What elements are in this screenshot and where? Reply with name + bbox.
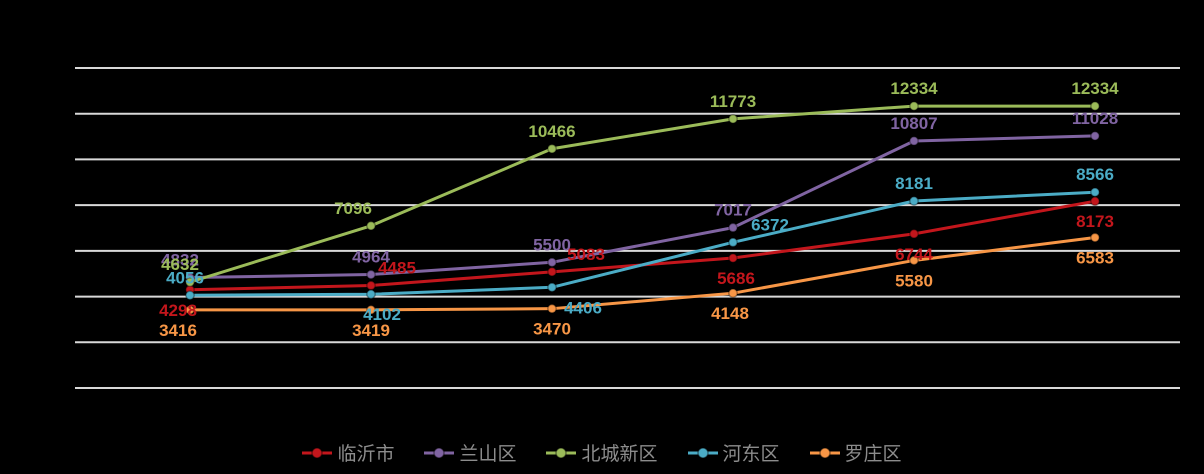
legend-marker-icon <box>424 446 455 459</box>
series-path <box>188 134 1097 280</box>
value-label: 8566 <box>1076 165 1114 184</box>
data-point-marker <box>547 282 557 293</box>
value-label: 5083 <box>567 245 605 264</box>
series-line-河东区 <box>185 187 1100 301</box>
series-path <box>188 236 1097 312</box>
value-label: 4056 <box>166 268 204 287</box>
value-label: 11773 <box>710 92 756 111</box>
series-path <box>188 104 1097 284</box>
series-line-北城新区 <box>185 101 1100 288</box>
gridlines <box>75 67 1180 389</box>
data-point-marker <box>547 303 557 314</box>
value-label: 8173 <box>1076 212 1114 231</box>
value-label: 12334 <box>890 79 938 98</box>
data-point-marker <box>1090 101 1100 112</box>
series-labels-临沂市: 4298 4485 5083 5686 6744 8173 <box>159 212 1114 320</box>
legend-item-兰山区[interactable]: 兰山区 <box>424 439 516 466</box>
legend-item-罗庄区[interactable]: 罗庄区 <box>809 439 902 466</box>
data-point-marker <box>366 269 376 280</box>
legend-item-河东区[interactable]: 河东区 <box>687 439 780 466</box>
value-label: 5686 <box>717 269 755 288</box>
series-labels-北城新区: 4632 7096 10466 11773 12334 12334 <box>161 79 1119 274</box>
legend-label: 罗庄区 <box>844 444 902 465</box>
data-point-marker <box>728 288 738 299</box>
data-point-marker <box>728 253 738 263</box>
data-point-marker <box>366 289 376 300</box>
series-labels-罗庄区: 3416 3419 3470 4148 5580 6583 <box>159 249 1114 340</box>
data-point-marker <box>185 304 195 315</box>
legend-marker-icon <box>809 446 840 459</box>
data-point-marker <box>1090 232 1100 243</box>
value-label: 4485 <box>378 258 416 277</box>
data-point-marker <box>728 237 738 248</box>
value-label: 10466 <box>528 122 575 141</box>
data-point-marker <box>728 113 738 124</box>
legend-item-临沂市[interactable]: 临沂市 <box>302 439 394 466</box>
value-label: 12334 <box>1071 79 1119 98</box>
value-label: 4406 <box>564 298 602 317</box>
value-label: 4148 <box>711 304 749 323</box>
value-label: 4102 <box>363 305 401 324</box>
data-point-marker <box>1090 187 1100 198</box>
series-labels-兰山区: 4832 4964 5500 7017 10807 11028 <box>161 109 1118 270</box>
value-label: 6372 <box>751 215 789 234</box>
data-point-marker <box>909 228 919 239</box>
data-point-marker <box>1090 196 1100 207</box>
value-label: 7017 <box>714 201 752 220</box>
value-label: 7096 <box>334 199 372 218</box>
data-point-marker <box>728 222 738 233</box>
data-point-marker <box>366 280 376 291</box>
data-point-marker <box>185 290 195 301</box>
legend-marker-icon <box>546 446 577 459</box>
value-label: 5500 <box>533 235 571 254</box>
data-point-marker <box>909 136 919 146</box>
legend-marker-icon <box>687 446 718 459</box>
value-label: 4632 <box>161 255 199 274</box>
legend-label: 北城新区 <box>581 444 658 465</box>
legend-label: 河东区 <box>722 444 780 465</box>
data-point-marker <box>547 266 557 277</box>
value-label: 4964 <box>352 248 390 267</box>
value-label: 6744 <box>895 245 933 264</box>
data-point-marker <box>366 304 376 315</box>
data-point-marker <box>909 196 919 206</box>
data-point-marker <box>547 143 557 154</box>
data-point-marker <box>185 277 195 288</box>
legend-label: 临沂市 <box>337 444 395 465</box>
legend-item-北城新区[interactable]: 北城新区 <box>546 439 658 466</box>
value-label: 3470 <box>533 320 571 339</box>
value-label: 3416 <box>159 321 197 340</box>
value-label: 11028 <box>1072 109 1118 128</box>
chart-legend: 临沂市 兰山区 北城新区 河东区 罗庄区 <box>0 439 1204 466</box>
data-point-marker <box>547 257 557 268</box>
data-point-marker <box>1090 130 1100 141</box>
legend-marker-icon <box>302 446 333 459</box>
value-label: 6583 <box>1076 249 1114 268</box>
legend-label: 兰山区 <box>459 444 517 465</box>
series-path <box>188 190 1097 297</box>
value-label: 3419 <box>352 321 390 340</box>
data-point-marker <box>909 255 919 266</box>
data-point-marker <box>366 220 376 231</box>
value-label: 4298 <box>159 301 197 320</box>
series-labels-河东区: 4056 4102 4406 6372 8181 8566 <box>166 165 1114 324</box>
value-label: 10807 <box>890 114 937 133</box>
data-point-marker <box>909 101 919 112</box>
series-line-罗庄区 <box>185 232 1100 315</box>
value-label: 4832 <box>161 251 199 270</box>
value-label: 5580 <box>895 271 933 290</box>
series-line-兰山区 <box>185 130 1100 283</box>
value-label: 8181 <box>895 174 933 193</box>
